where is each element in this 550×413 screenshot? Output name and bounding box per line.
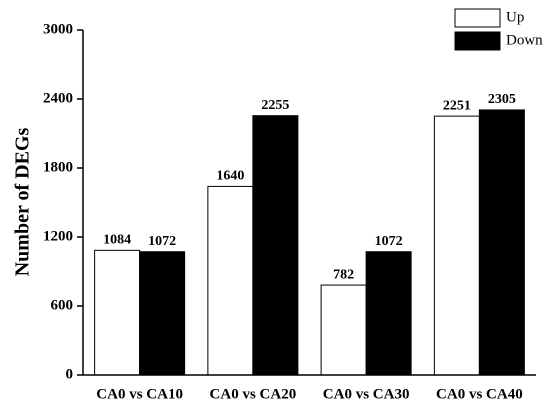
value-label: 1084: [103, 233, 131, 248]
y-tick-label: 1200: [43, 228, 73, 244]
y-tick-label: 2400: [43, 90, 73, 106]
bar: [320, 284, 367, 376]
value-label: 2305: [488, 92, 516, 107]
bar: [433, 115, 480, 376]
y-tick-label: 600: [51, 297, 74, 313]
bar: [365, 251, 412, 376]
bar: [252, 115, 299, 376]
x-tick-label: CA0 vs CA40: [436, 386, 523, 402]
legend-label: Down: [506, 32, 543, 48]
value-label: 2255: [261, 98, 289, 113]
legend-swatch: [454, 8, 501, 28]
value-label: 1640: [216, 169, 244, 184]
y-tick-label: 0: [66, 366, 74, 382]
legend-swatch: [454, 31, 501, 51]
bar: [207, 185, 254, 376]
y-axis-label: Number of DEGs: [12, 128, 34, 277]
y-tick-label: 1800: [43, 159, 73, 175]
value-label: 782: [333, 267, 354, 282]
value-label: 1072: [375, 234, 403, 249]
bar: [94, 249, 141, 376]
y-tick-label: 3000: [43, 21, 73, 37]
x-tick-label: CA0 vs CA20: [210, 386, 297, 402]
bar: [139, 251, 186, 376]
value-label: 1072: [148, 234, 176, 249]
bar: [478, 109, 525, 376]
x-tick-label: CA0 vs CA30: [323, 386, 410, 402]
legend-label: Up: [506, 9, 524, 25]
value-label: 2251: [443, 98, 471, 113]
x-tick-label: CA0 vs CA10: [96, 386, 183, 402]
